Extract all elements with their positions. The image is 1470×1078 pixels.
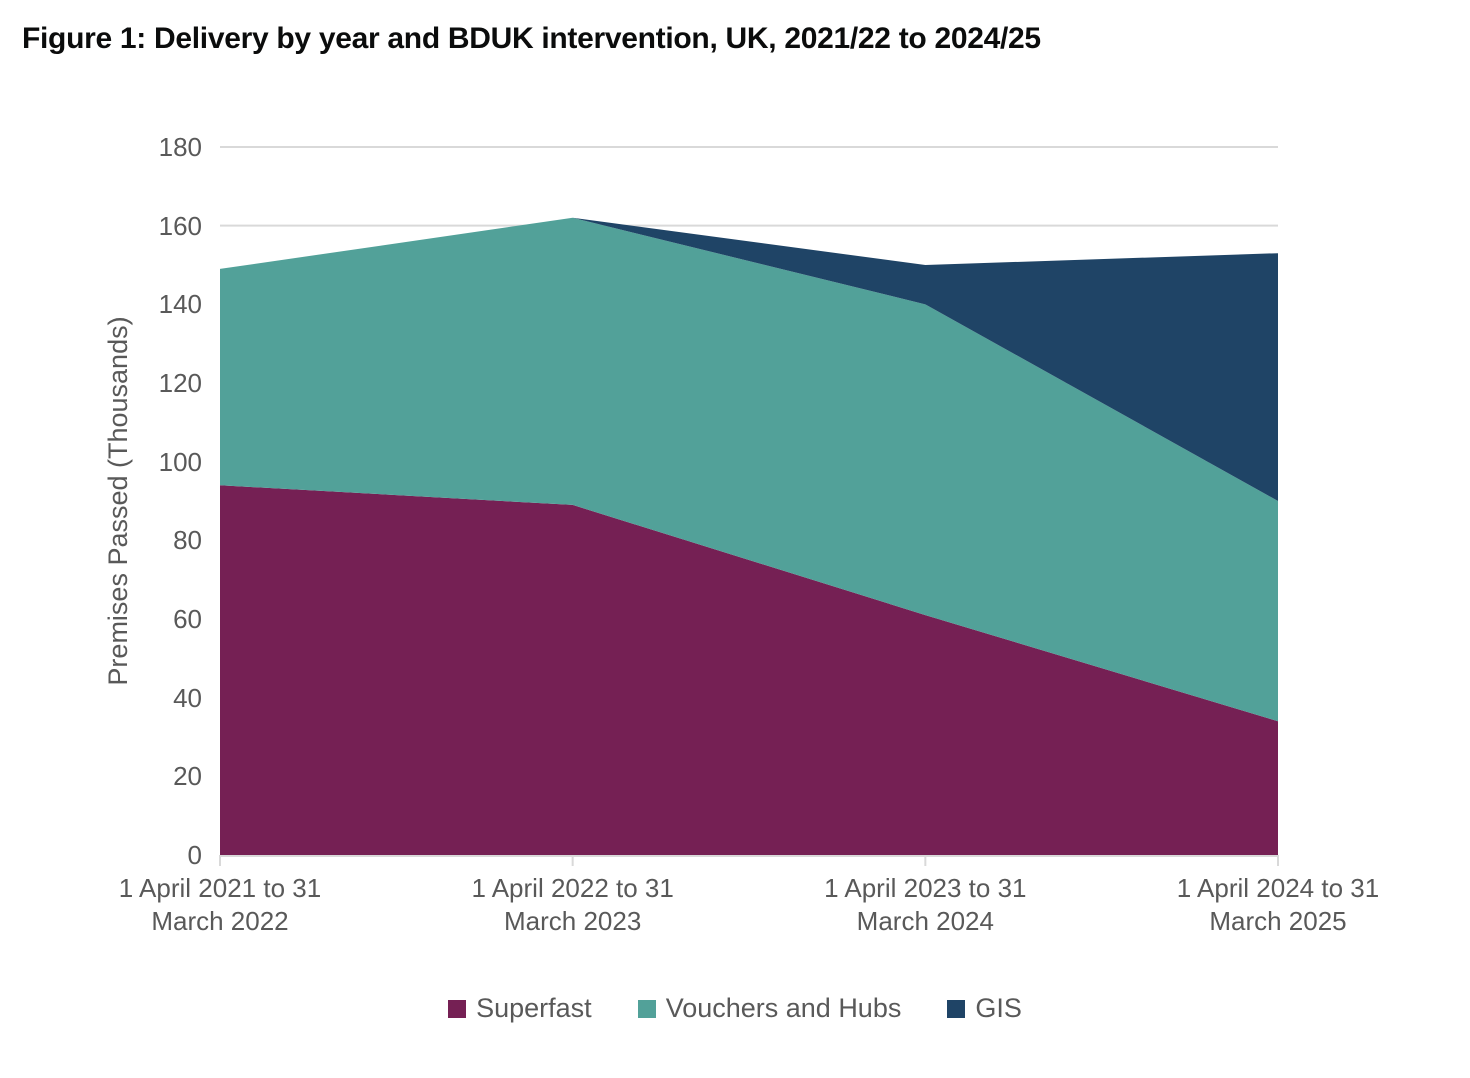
chart-legend: Superfast Vouchers and Hubs GIS: [0, 993, 1470, 1024]
area-superfast: [220, 485, 1278, 855]
x-tick-label-0: 1 April 2021 to 31 March 2022: [118, 873, 322, 936]
legend-label-superfast: Superfast: [476, 993, 592, 1023]
legend-swatch-superfast: [448, 999, 467, 1018]
area-vouchers-and-hubs: [220, 217, 1278, 722]
area-gis: [220, 217, 1278, 502]
y-axis-title: Premises Passed (Thousands): [103, 316, 133, 686]
y-tick-label-80: 80: [173, 525, 202, 556]
y-tick-label-100: 100: [158, 446, 202, 477]
x-tick-label-1: 1 April 2022 to 31 March 2023: [471, 873, 674, 936]
y-tick-label-140: 140: [158, 289, 202, 320]
legend-item-superfast: Superfast: [448, 993, 592, 1024]
y-tick-label-180: 180: [158, 132, 202, 162]
y-tick-label-160: 160: [158, 210, 202, 241]
x-tick-label-2: 1 April 2023 to 31 March 2024: [824, 873, 1027, 936]
x-tick-label-3: 1 April 2024 to 31 March 2025: [1176, 873, 1380, 936]
legend-swatch-gis: [947, 999, 966, 1018]
chart-title: Figure 1: Delivery by year and BDUK inte…: [22, 22, 1041, 55]
y-tick-label-40: 40: [173, 682, 202, 713]
y-tick-label-20: 20: [173, 761, 202, 792]
legend-label-vouchers-and-hubs: Vouchers and Hubs: [665, 993, 902, 1023]
y-tick-label-0: 0: [187, 840, 202, 870]
legend-label-gis: GIS: [975, 993, 1022, 1023]
legend-item-vouchers-and-hubs: Vouchers and Hubs: [637, 993, 902, 1024]
legend-swatch-vouchers-and-hubs: [637, 999, 656, 1018]
y-tick-label-120: 120: [158, 368, 202, 398]
legend-item-gis: GIS: [947, 993, 1022, 1024]
y-tick-label-60: 60: [173, 604, 202, 634]
